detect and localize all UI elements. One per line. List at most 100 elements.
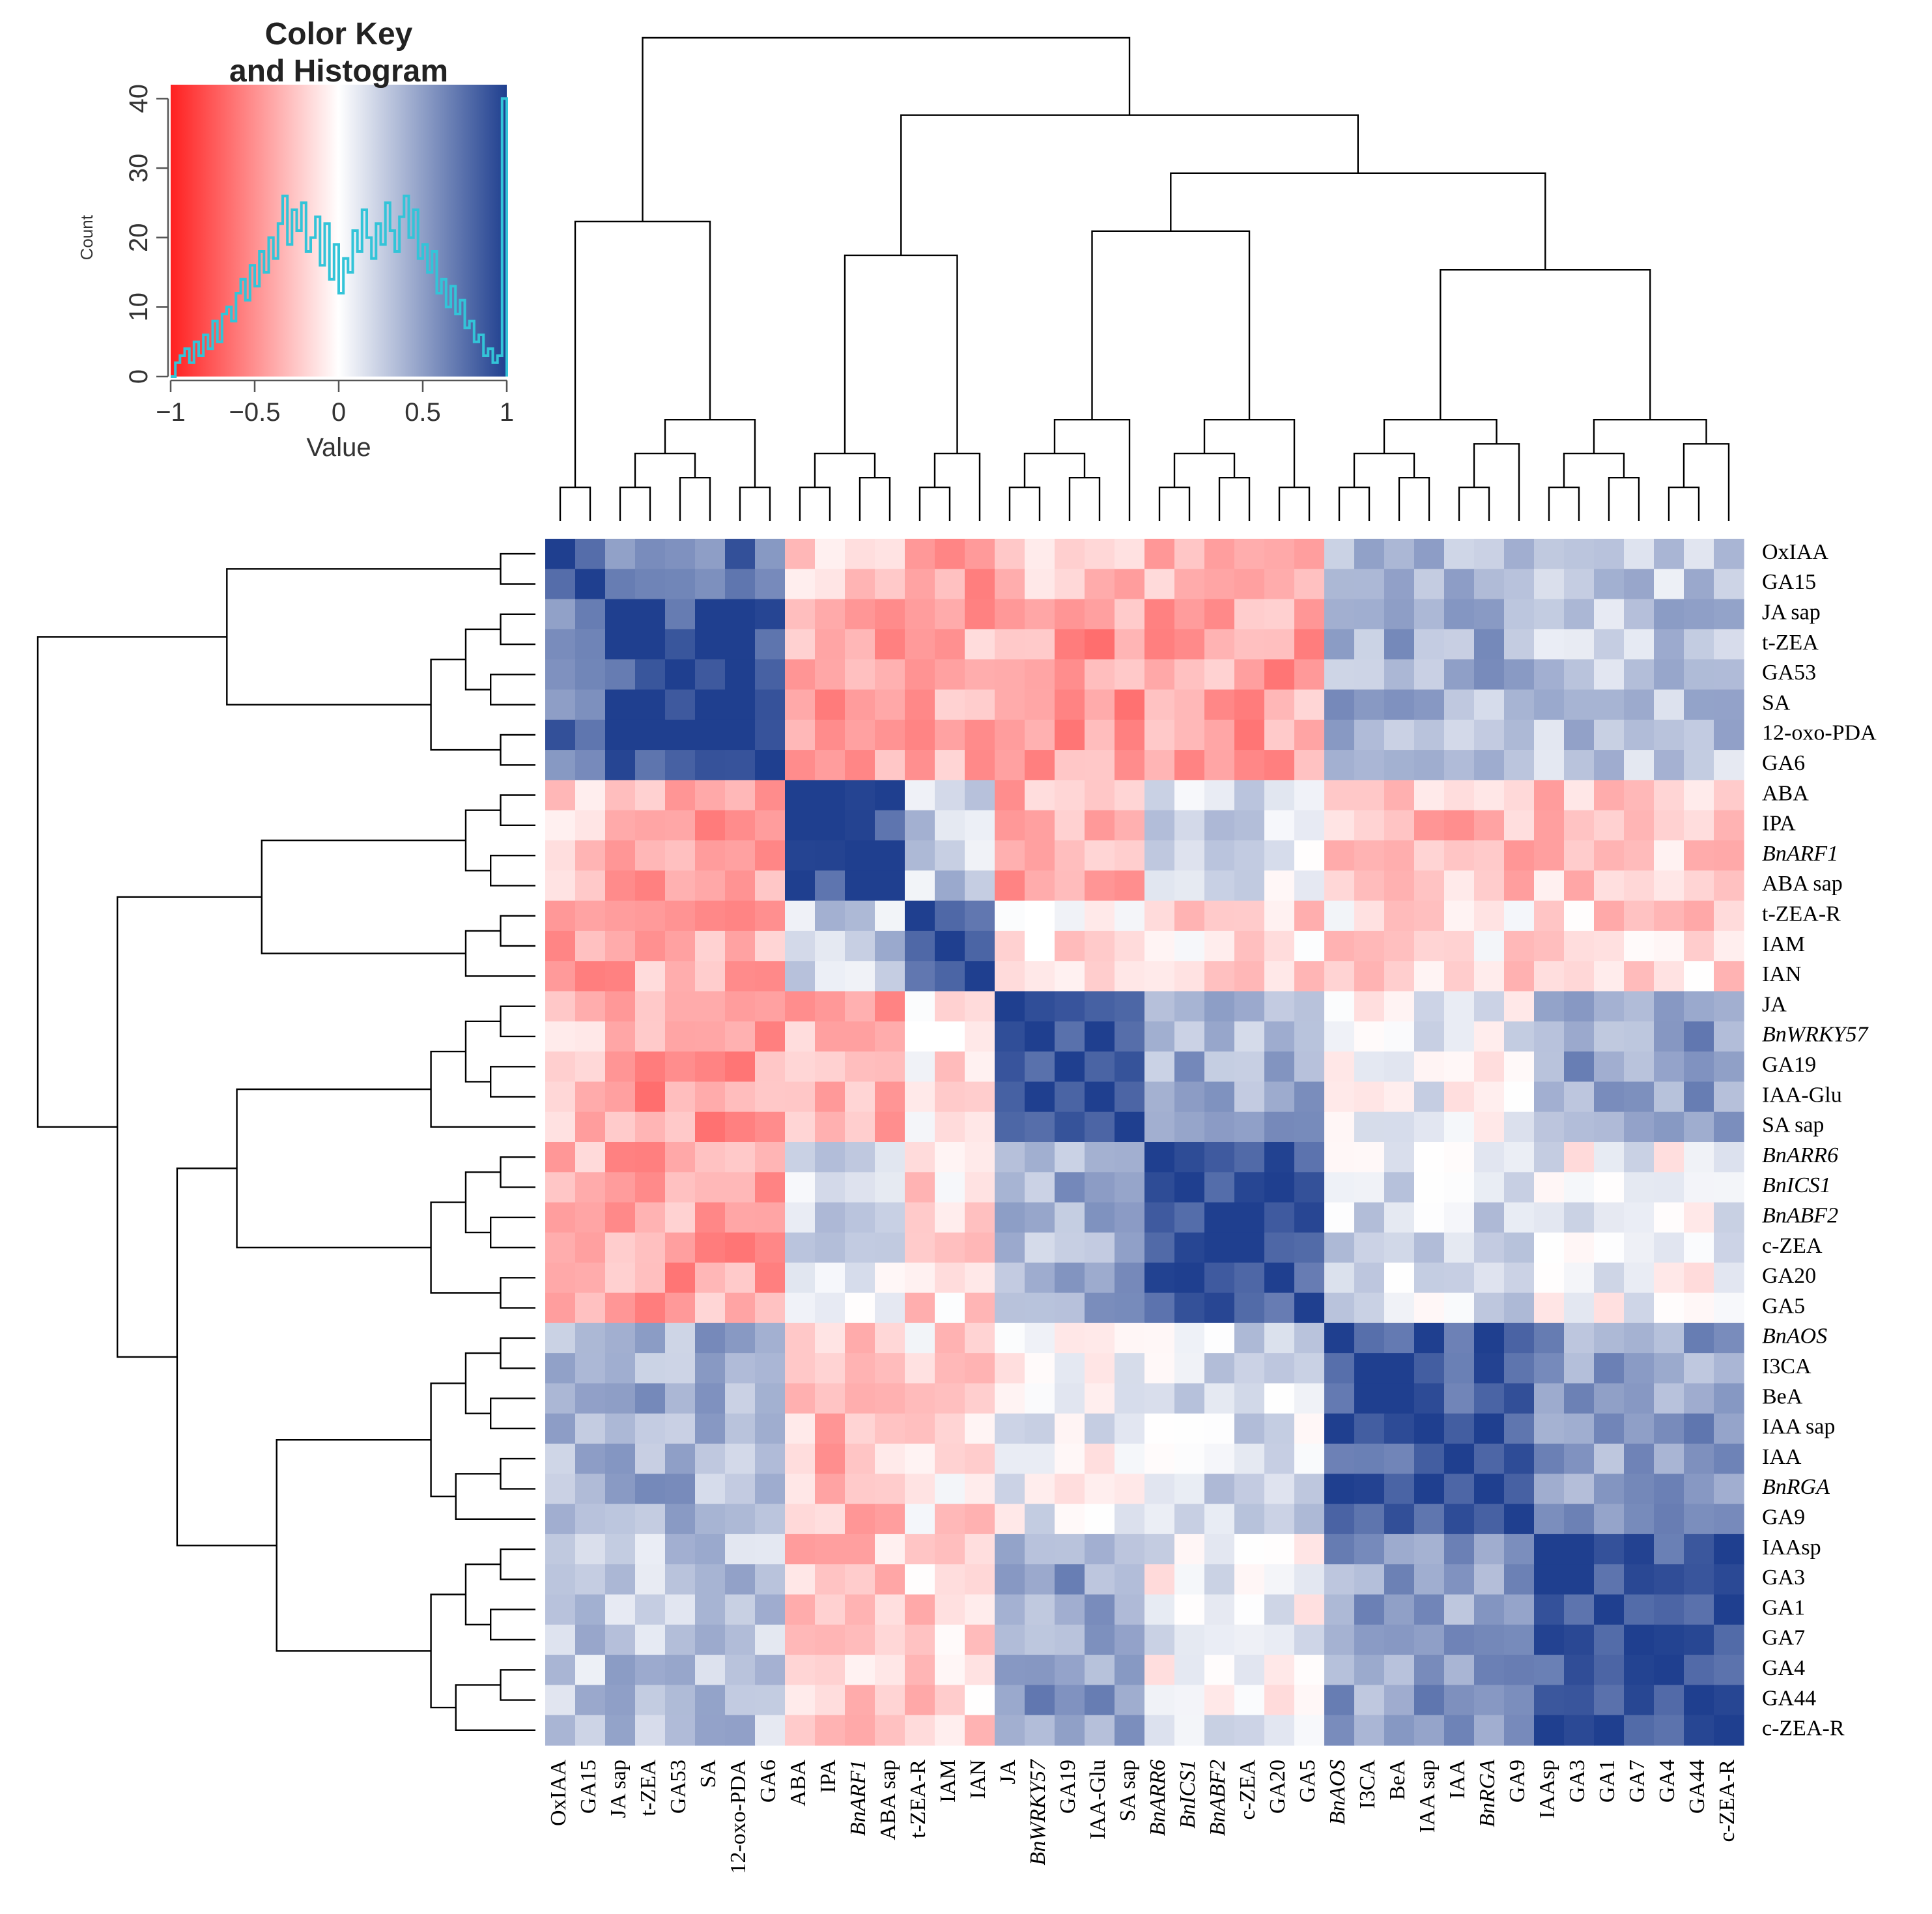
cell-ga7-12-oxo-pda — [725, 1624, 756, 1655]
cell-t-zea-ian — [965, 629, 995, 660]
cell-ga20-sa-sap — [1115, 1263, 1145, 1294]
row-label-bnabf2: BnABF2 — [1762, 1204, 1838, 1228]
cell-ga15-ja — [995, 569, 1025, 600]
row-dendrogram-link-8 — [490, 855, 535, 887]
cell-ipa-ga7 — [1624, 810, 1655, 841]
cell-ga20-bnabf2 — [1204, 1263, 1235, 1294]
cell-ga7-ga15 — [575, 1624, 606, 1655]
cell-ga9-sa — [695, 1504, 726, 1535]
cell-iaa-sap-ga3 — [1564, 1413, 1595, 1444]
cell-ga7-sa — [695, 1624, 726, 1655]
cell-c-zea-ga20 — [1264, 1232, 1295, 1263]
cell-ga15-sa — [695, 569, 726, 600]
cell-ga19-iaasp — [1534, 1051, 1565, 1082]
cell-bnabf2-bnaos — [1324, 1202, 1355, 1233]
cell-i3ca-12-oxo-pda — [725, 1353, 756, 1384]
cell-bnaos-iaa — [1444, 1322, 1475, 1354]
cell-oxiaa-bnarf1 — [845, 539, 875, 569]
cell-iam-bnarf1 — [845, 930, 875, 962]
cell-t-zea-ipa — [815, 629, 845, 660]
cell-bnaos-iam — [935, 1322, 965, 1354]
cell-ja-bnaos — [1324, 991, 1355, 1022]
cell-i3ca-bnarr6 — [1144, 1353, 1175, 1384]
cell-bnarr6-bnabf2 — [1204, 1142, 1235, 1173]
cell-ga20-ga9 — [1504, 1263, 1535, 1294]
cell-bnaos-bnarf1 — [845, 1322, 875, 1354]
cell-sa-sap-bnics1 — [1174, 1111, 1205, 1143]
cell-12-oxo-pda-bnarr6 — [1144, 719, 1175, 750]
cell-ga1-sa — [695, 1594, 726, 1625]
cell-ga7-ga5 — [1294, 1624, 1325, 1655]
cell-bnwrky57-bnics1 — [1174, 1021, 1205, 1052]
column-label-i3ca: I3CA — [1356, 1760, 1380, 1809]
cell-iaa-glu-ga44 — [1684, 1081, 1714, 1113]
cell-aba-bnarr6 — [1144, 780, 1175, 811]
column-label-bnics1: BnICS1 — [1176, 1760, 1200, 1829]
cell-bnaos-bnrga — [1474, 1322, 1505, 1354]
cell-sa-sap-t-zea-r — [905, 1111, 935, 1143]
cell-bnarr6-iaa-sap — [1414, 1142, 1445, 1173]
row-dendrogram-link-30 — [490, 1608, 535, 1641]
cell-12-oxo-pda-ga19 — [1055, 719, 1085, 750]
cell-t-zea-t-zea — [635, 629, 666, 660]
cell-bnrga-ja — [995, 1474, 1025, 1505]
cell-oxiaa-iaa-sap — [1414, 539, 1445, 569]
cell-ga19-ipa — [815, 1051, 845, 1082]
cell-ga7-ian — [965, 1624, 995, 1655]
cell-ga15-ga20 — [1264, 569, 1295, 600]
cell-iaa-bnwrky57 — [1025, 1444, 1055, 1474]
cell-bnabf2-ga7 — [1624, 1202, 1655, 1233]
column-label-ga9: GA9 — [1505, 1760, 1529, 1803]
column-dendrogram-link-22 — [1091, 230, 1251, 420]
row-dendrogram-link-7 — [500, 794, 535, 826]
cell-ga19-c-zea — [1234, 1051, 1265, 1082]
cell-ga15-iam — [935, 569, 965, 600]
cell-iam-ga1 — [1594, 930, 1625, 962]
cell-bnabf2-aba-sap — [875, 1202, 905, 1233]
column-label-sa: SA — [696, 1760, 720, 1788]
cell-ian-ja — [995, 961, 1025, 992]
cell-ga53-ga19 — [1055, 659, 1085, 691]
cell-bnics1-sa-sap — [1115, 1172, 1145, 1203]
cell-ga15-ga15 — [575, 569, 606, 600]
cell-ga19-ga1 — [1594, 1051, 1625, 1082]
cell-bnrga-i3ca — [1354, 1474, 1385, 1505]
cell-bnaos-iaa-sap — [1414, 1322, 1445, 1354]
cell-ga4-bnwrky57 — [1025, 1655, 1055, 1685]
cell-aba-sap-bnaos — [1324, 870, 1355, 902]
cell-ga20-bnarr6 — [1144, 1263, 1175, 1294]
cell-t-zea-ga44 — [1684, 629, 1714, 660]
cell-sa-c-zea — [1234, 689, 1265, 721]
cell-oxiaa-bea — [1384, 539, 1415, 569]
cell-oxiaa-iaasp — [1534, 539, 1565, 569]
cell-ga6-c-zea — [1234, 750, 1265, 780]
cell-ga6-ga19 — [1055, 750, 1085, 780]
row-dendrogram-link-25 — [464, 1352, 501, 1414]
cell-c-zea-r-bnaos — [1324, 1715, 1355, 1746]
cell-ian-bnics1 — [1174, 961, 1205, 992]
cell-t-zea-ga19 — [1055, 629, 1085, 660]
cell-ga7-iaasp — [1534, 1624, 1565, 1655]
cell-ga20-t-zea-r — [905, 1263, 935, 1294]
cell-iam-ja-sap — [605, 930, 636, 962]
cell-bnics1-c-zea-r — [1714, 1172, 1744, 1203]
cell-bnrga-bnics1 — [1174, 1474, 1205, 1505]
cell-ga9-ga19 — [1055, 1504, 1085, 1535]
cell-t-zea-bnabf2 — [1204, 629, 1235, 660]
cell-sa-sap-iam — [935, 1111, 965, 1143]
cell-ga1-bnaos — [1324, 1594, 1355, 1625]
cell-ga53-bea — [1384, 659, 1415, 691]
cell-c-zea-r-sa-sap — [1115, 1715, 1145, 1746]
row-label-ja-sap: JA sap — [1762, 601, 1821, 625]
cell-ga44-12-oxo-pda — [725, 1685, 756, 1716]
cell-ga4-c-zea — [1234, 1655, 1265, 1685]
cell-ga3-t-zea-r — [905, 1564, 935, 1595]
row-label-bnwrky57: BnWRKY57 — [1762, 1023, 1869, 1047]
cell-iam-iaa-sap — [1414, 930, 1445, 962]
cell-bnics1-bnarf1 — [845, 1172, 875, 1203]
cell-ian-aba-sap — [875, 961, 905, 992]
row-label-c-zea-r: c-ZEA-R — [1762, 1717, 1845, 1741]
cell-ja-ga20 — [1264, 991, 1295, 1022]
cell-bnarr6-bnarr6 — [1144, 1142, 1175, 1173]
cell-ipa-bea — [1384, 810, 1415, 841]
